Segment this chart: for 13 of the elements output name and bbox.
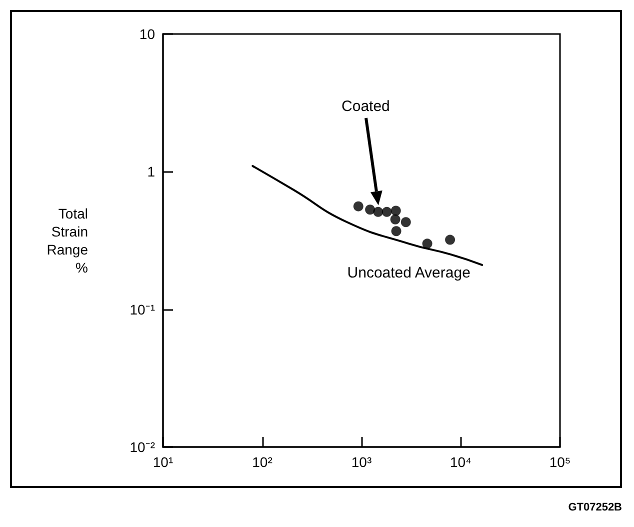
series-label: Uncoated Average [347, 264, 470, 282]
y-axis-title: Total Strain Range % [46, 206, 88, 276]
x-tick-label: 10² [252, 454, 273, 470]
x-tick-label: 10³ [351, 454, 372, 470]
x-tick-label: 10⁵ [549, 454, 571, 470]
y-tick-label: 10 [139, 26, 156, 42]
x-tick-label: 10¹ [152, 454, 174, 470]
y-tick-label: 10⁻¹ [130, 301, 156, 318]
text: GT07252B [568, 502, 622, 514]
y-tick-label: 1 [147, 164, 156, 180]
y-tick-label: 10⁻² [130, 439, 156, 455]
x-tick-label: 10⁴ [450, 454, 472, 470]
annotation: Coated [342, 98, 390, 115]
